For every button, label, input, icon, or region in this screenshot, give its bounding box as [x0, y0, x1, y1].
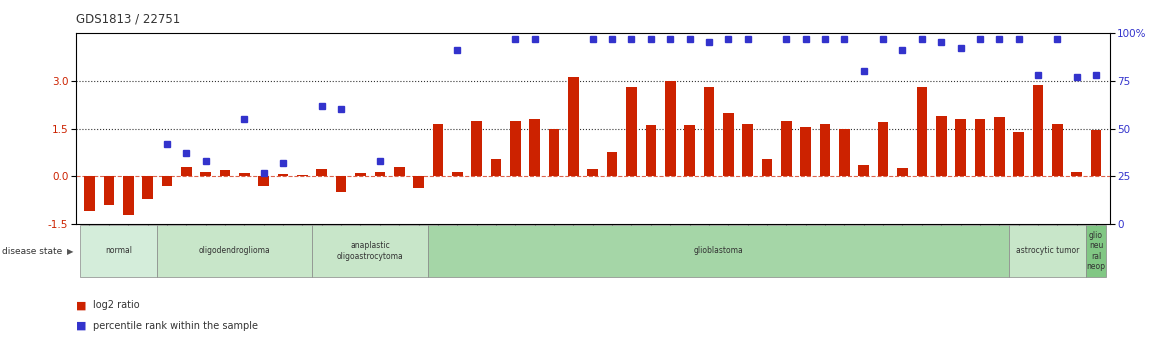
Bar	[181, 167, 192, 176]
Bar	[955, 119, 966, 176]
Bar	[239, 173, 250, 176]
Bar	[452, 171, 463, 176]
Bar	[123, 176, 133, 215]
Bar	[258, 176, 269, 186]
Bar	[142, 176, 153, 199]
Bar	[161, 176, 172, 186]
Bar	[917, 87, 927, 176]
Bar	[79, 225, 158, 277]
Text: percentile rank within the sample: percentile rank within the sample	[93, 321, 258, 331]
Bar	[158, 225, 312, 277]
Bar	[1014, 132, 1024, 176]
Bar	[646, 125, 656, 176]
Bar	[1071, 171, 1082, 176]
Bar	[529, 119, 540, 176]
Bar	[335, 176, 347, 193]
Bar	[220, 170, 230, 176]
Bar	[762, 159, 772, 176]
Text: glio
neu
ral
neop: glio neu ral neop	[1086, 231, 1106, 271]
Bar	[1052, 124, 1063, 176]
Bar	[607, 152, 618, 176]
Bar	[994, 117, 1004, 176]
Bar	[703, 87, 714, 176]
Bar	[278, 174, 288, 176]
Bar	[1009, 225, 1086, 277]
Bar	[549, 129, 559, 176]
Text: ■: ■	[76, 300, 86, 310]
Bar	[897, 168, 908, 176]
Bar	[588, 169, 598, 176]
Bar	[104, 176, 114, 205]
Bar	[839, 129, 850, 176]
Bar	[974, 119, 986, 176]
Bar	[568, 77, 578, 176]
Text: anaplastic
oligoastrocytoma: anaplastic oligoastrocytoma	[336, 241, 403, 261]
Bar	[626, 87, 637, 176]
Text: GDS1813 / 22751: GDS1813 / 22751	[76, 12, 180, 25]
Bar	[312, 225, 429, 277]
Bar	[1091, 130, 1101, 176]
Bar	[413, 176, 424, 188]
Text: log2 ratio: log2 ratio	[93, 300, 140, 310]
Bar	[781, 120, 792, 176]
Text: astrocytic tumor: astrocytic tumor	[1016, 246, 1079, 256]
Bar	[800, 127, 811, 176]
Text: ■: ■	[76, 321, 86, 331]
Text: disease state: disease state	[2, 247, 63, 256]
Text: normal: normal	[105, 246, 132, 256]
Bar	[432, 124, 443, 176]
Text: ▶: ▶	[67, 247, 74, 256]
Bar	[723, 112, 734, 176]
Bar	[878, 122, 889, 176]
Bar	[665, 81, 675, 176]
Bar	[84, 176, 95, 211]
Bar	[200, 171, 211, 176]
Bar	[375, 171, 385, 176]
Bar	[394, 167, 404, 176]
Bar	[684, 125, 695, 176]
Text: oligodendroglioma: oligodendroglioma	[199, 246, 271, 256]
Bar	[936, 116, 946, 176]
Bar	[429, 225, 1009, 277]
Bar	[1086, 225, 1106, 277]
Bar	[472, 120, 482, 176]
Bar	[355, 173, 366, 176]
Bar	[1033, 86, 1043, 176]
Bar	[510, 120, 521, 176]
Bar	[317, 169, 327, 176]
Bar	[297, 175, 307, 176]
Bar	[743, 124, 753, 176]
Text: glioblastoma: glioblastoma	[694, 246, 744, 256]
Bar	[858, 165, 869, 176]
Bar	[820, 124, 830, 176]
Bar	[491, 159, 501, 176]
